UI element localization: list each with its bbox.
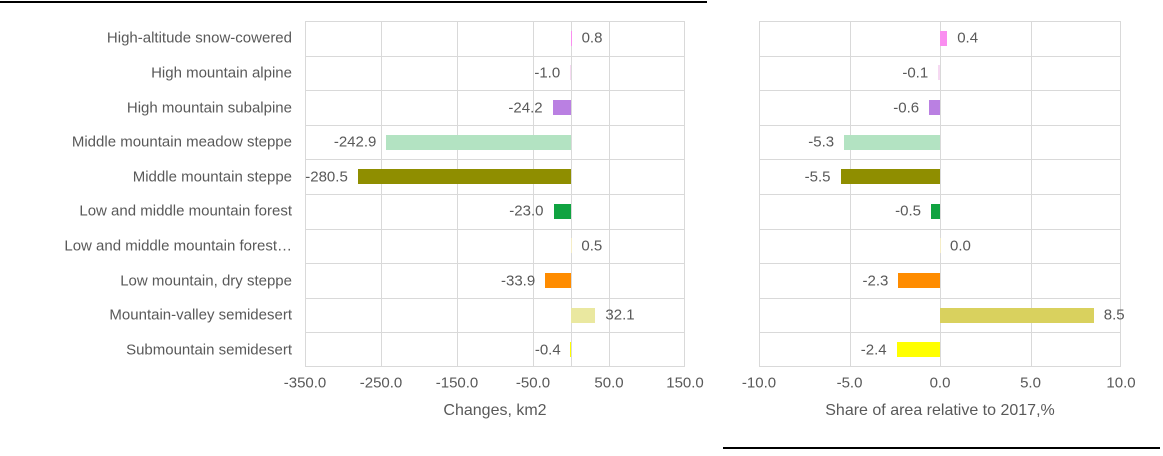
x-tick-label: -5.0 [836, 374, 863, 392]
gridline-horizontal [305, 263, 685, 265]
gridline-horizontal [759, 194, 1121, 195]
bar-value-label: 0.5 [581, 237, 603, 255]
bar-value-label: -23.0 [509, 202, 544, 220]
bar-value-label: 32.1 [605, 306, 635, 324]
bar-value-label: 8.5 [1103, 306, 1125, 324]
bar-low-and-middle-mountain-forest [553, 203, 571, 219]
x-tick-label: -50.0 [515, 374, 551, 392]
bar-value-label: -33.9 [500, 272, 536, 289]
gridline-horizontal [759, 90, 1121, 92]
x-axis-title: Changes, km2 [443, 402, 547, 419]
bar-value-label: -0.5 [895, 202, 921, 220]
x-tick-label: -10.0 [741, 374, 777, 392]
bar-value-label: 0.4 [957, 29, 979, 47]
bar-value-label: -5.5 [804, 168, 831, 186]
category-label-middle-mountain-steppe: Middle mountain steppe [132, 168, 292, 186]
bar-mountain-valley-semidesert [571, 307, 596, 323]
bar-middle-mountain-steppe [357, 169, 571, 185]
x-tick-label: -350.0 [283, 374, 327, 392]
x-tick-label: 0.0 [929, 374, 951, 392]
gridline-horizontal [759, 159, 1121, 161]
category-label-low-and-middle-mountain-forest: Low and middle mountain forest [79, 202, 292, 220]
bar-value-label: 0.8 [581, 29, 603, 47]
gridline-horizontal [759, 297, 1121, 299]
gridline-horizontal [759, 228, 1121, 230]
x-axis-title: Share of area relative to 2017,% [825, 402, 1055, 419]
bar-submountain-semidesert [569, 342, 571, 358]
category-label-low-mountain-dry-steppe: Low mountain, dry steppe [120, 272, 292, 289]
x-tick-label: 10.0 [1106, 374, 1136, 392]
gridline-horizontal [305, 332, 685, 334]
gridline-horizontal [305, 124, 685, 126]
gridline-horizontal [759, 332, 1121, 334]
bar-low-and-middle-mountain-forest [940, 238, 942, 254]
category-label-low-and-middle-mountain-forest: Low and middle mountain forest… [64, 237, 292, 255]
bar-middle-mountain-meadow-steppe [386, 134, 571, 150]
gridline-horizontal [305, 55, 685, 57]
bar-high-altitude-snow-cowered [571, 30, 573, 46]
bar-value-label: -0.1 [902, 64, 929, 82]
bar-low-and-middle-mountain-forest [571, 238, 573, 254]
gridline-horizontal [305, 297, 685, 299]
category-label-submountain-semidesert: Submountain semidesert [126, 341, 292, 359]
bar-value-label: -2.4 [860, 341, 887, 359]
bar-high-mountain-alpine [938, 65, 940, 81]
gridline-horizontal [759, 124, 1121, 126]
x-tick-label: 50.0 [594, 374, 624, 392]
category-label-high-altitude-snow-cowered: High-altitude snow-cowered [106, 29, 292, 47]
bar-value-label: -2.3 [862, 272, 889, 289]
bar-middle-mountain-meadow-steppe [844, 134, 940, 150]
category-label-mountain-valley-semidesert: Mountain-valley semidesert [109, 306, 292, 324]
x-tick-label: -250.0 [359, 374, 403, 392]
bar-mountain-valley-semidesert [940, 307, 1094, 323]
bar-middle-mountain-steppe [840, 169, 941, 185]
bar-high-mountain-alpine [569, 65, 571, 81]
bar-low-mountain-dry-steppe [545, 273, 571, 288]
bar-high-altitude-snow-cowered [940, 30, 948, 46]
bar-value-label: -24.2 [508, 99, 543, 116]
category-label-middle-mountain-meadow-steppe: Middle mountain meadow steppe [71, 133, 292, 151]
gridline-horizontal [305, 194, 685, 195]
category-label-high-mountain-alpine: High mountain alpine [151, 64, 292, 82]
gridline-horizontal [305, 159, 685, 161]
bar-value-label: -0.6 [893, 99, 920, 116]
bar-low-and-middle-mountain-forest [931, 203, 941, 219]
bar-value-label: 0.0 [950, 237, 971, 255]
bar-value-label: -5.3 [808, 133, 835, 151]
bar-value-label: -280.5 [305, 168, 348, 186]
category-label-high-mountain-subalpine: High mountain subalpine [126, 99, 292, 116]
x-tick-label: 150.0 [666, 374, 704, 392]
gridline-horizontal [305, 228, 685, 230]
x-tick-label: -150.0 [435, 374, 479, 392]
bar-low-mountain-dry-steppe [898, 273, 940, 288]
x-tick-label: 5.0 [1020, 374, 1041, 392]
bar-submountain-semidesert [896, 342, 940, 358]
bar-value-label: -242.9 [333, 133, 377, 151]
bar-high-mountain-subalpine [552, 100, 571, 115]
top-border-line [0, 1, 707, 3]
gridline-horizontal [305, 90, 685, 92]
gridline-horizontal [759, 55, 1121, 57]
bottom-border-line [723, 447, 1160, 449]
gridline-horizontal [759, 263, 1121, 265]
bar-high-mountain-subalpine [929, 100, 940, 115]
bar-value-label: -1.0 [534, 64, 561, 82]
bar-value-label: -0.4 [534, 341, 561, 359]
